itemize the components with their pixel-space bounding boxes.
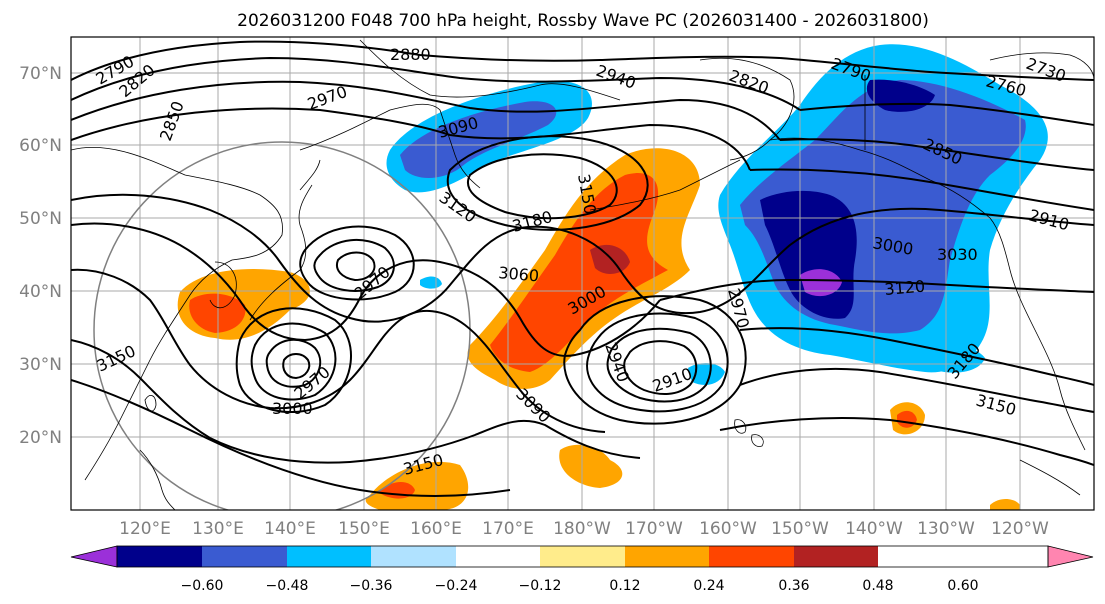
lon-label: 140°E (264, 519, 316, 539)
colorbar-tick: −0.24 (435, 578, 478, 594)
colorbar-segment (709, 546, 794, 567)
lon-label: 140°W (845, 519, 903, 539)
colorbar: −0.60 −0.48 −0.36 −0.24 −0.12 0.12 0.24 … (70, 545, 1094, 594)
colorbar-segment (456, 546, 540, 567)
lon-label: 170°E (482, 519, 534, 539)
contour-label: 2880 (390, 45, 431, 64)
lon-label: 160°W (699, 519, 757, 539)
lon-label: 120°W (991, 519, 1049, 539)
longitude-labels: 120°E 130°E 140°E 150°E 160°E 170°E 180°… (119, 519, 1049, 539)
lat-label: 30°N (19, 355, 62, 375)
graticule (71, 37, 1094, 510)
colorbar-tick: 0.36 (778, 578, 809, 594)
lon-label: 130°W (917, 519, 975, 539)
lat-label: 50°N (19, 209, 62, 229)
lon-label: 120°E (119, 519, 171, 539)
colorbar-segment (287, 546, 371, 567)
map-frame (70, 36, 1095, 511)
colorbar-tick: 0.24 (693, 578, 724, 594)
colorbar-extend-low (70, 545, 118, 568)
map-panel: 2880 2940 2790 2820 2850 2970 3090 3150 … (71, 37, 1094, 510)
colorbar-tick: 0.48 (862, 578, 893, 594)
lon-label: 150°E (338, 519, 390, 539)
lat-label: 20°N (19, 428, 62, 448)
colorbar-extend-high (1047, 545, 1094, 568)
height-contours (71, 40, 1094, 497)
lat-label: 40°N (19, 282, 62, 302)
lon-label: 170°W (625, 519, 683, 539)
colorbar-segment (625, 546, 709, 567)
colorbar-segment (794, 546, 878, 567)
contour-label: 3000 (272, 399, 313, 418)
lat-label: 70°N (19, 64, 62, 84)
latitude-labels: 70°N 60°N 50°N 40°N 30°N 20°N (19, 64, 62, 448)
lon-label: 130°E (192, 519, 244, 539)
colorbar-tick: −0.48 (266, 578, 309, 594)
colorbar-tick: 0.12 (609, 578, 640, 594)
lon-label: 150°W (771, 519, 829, 539)
colorbar-segment (202, 546, 287, 567)
colorbar-tick: 0.60 (947, 578, 978, 594)
colorbar-segment (540, 546, 625, 567)
colorbar-tick: −0.60 (181, 578, 224, 594)
lon-label: 160°E (410, 519, 462, 539)
colorbar-segment (117, 546, 202, 567)
anomaly-shading (177, 44, 1048, 510)
colorbar-ticks: −0.60 −0.48 −0.36 −0.24 −0.12 0.12 0.24 … (181, 578, 979, 594)
lon-label: 180°W (553, 519, 611, 539)
contour-label: 3060 (498, 263, 540, 285)
contour-label: 3030 (937, 245, 978, 264)
colorbar-tick: −0.36 (350, 578, 393, 594)
colorbar-segment (371, 546, 456, 567)
contour-label: 3120 (884, 277, 926, 299)
lat-label: 60°N (19, 136, 62, 156)
colorbar-tick: −0.12 (519, 578, 562, 594)
colorbar-segments (117, 546, 878, 567)
figure-title: 2026031200 F048 700 hPa height, Rossby W… (237, 11, 929, 31)
